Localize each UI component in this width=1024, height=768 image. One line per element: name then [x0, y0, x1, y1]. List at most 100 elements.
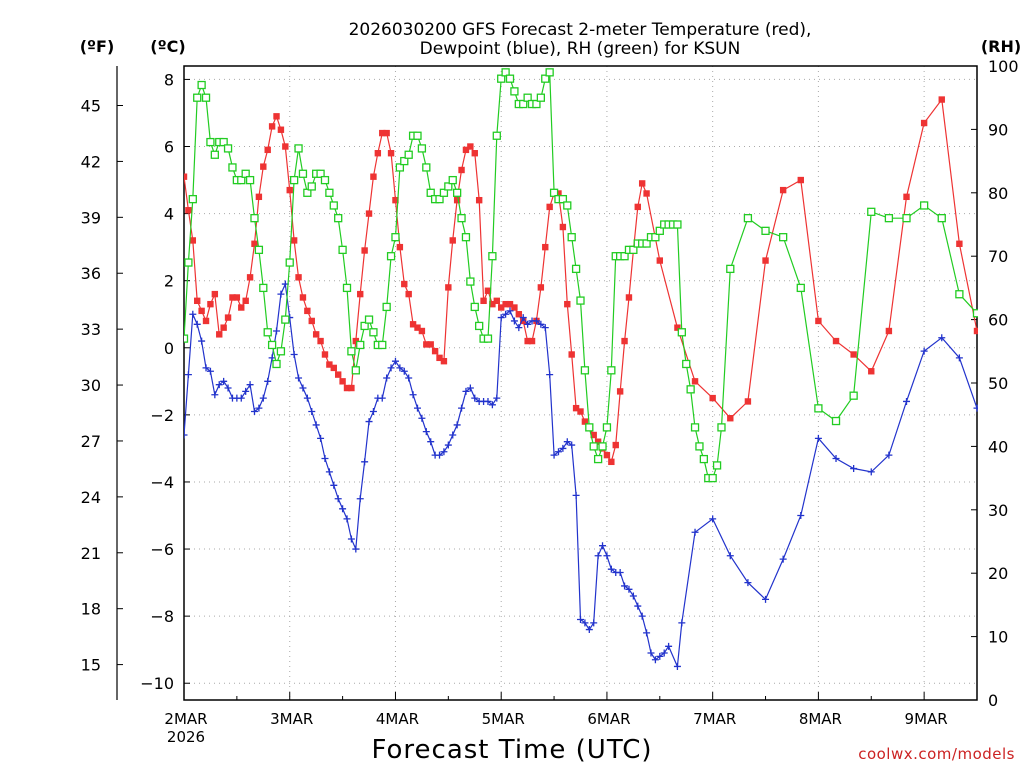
temperature-point — [691, 378, 699, 385]
temperature-point — [973, 327, 978, 335]
temperature-point — [238, 304, 245, 311]
dewpoint-point — [550, 451, 558, 459]
dewpoint-point — [250, 408, 258, 416]
dewpoint-point — [290, 350, 298, 358]
dewpoint-point — [466, 384, 474, 392]
dewpoint-point — [295, 374, 303, 382]
dewpoint-point — [378, 394, 386, 402]
temperature-point — [458, 166, 465, 174]
temperature-point — [462, 146, 470, 154]
rh-point — [483, 334, 493, 343]
temperature-point — [246, 274, 254, 281]
temperature-point — [581, 418, 589, 425]
dewpoint-point — [594, 552, 602, 560]
dewpoint-point — [488, 401, 496, 409]
temperature-line — [184, 97, 978, 464]
rh-point — [382, 302, 391, 312]
rh-point — [351, 366, 360, 375]
rh-point — [210, 150, 219, 159]
dewpoint-series — [184, 280, 978, 670]
rh-point — [576, 296, 585, 305]
rh-point — [712, 461, 722, 470]
rh-point — [250, 214, 259, 223]
dewpoint-point — [515, 324, 523, 332]
rh-point — [184, 258, 193, 267]
temperature-point — [211, 290, 219, 298]
rh-point — [241, 169, 250, 178]
dewpoint-point — [184, 371, 192, 379]
dewpoint-point — [493, 394, 501, 402]
temperature-point — [920, 119, 928, 127]
rh-point — [545, 68, 554, 77]
dewpoint-point — [264, 377, 272, 385]
temperature-point — [290, 237, 298, 244]
dewpoint-point — [321, 454, 329, 462]
dewpoint-point — [383, 374, 391, 382]
temperature-point — [431, 347, 439, 355]
dewpoint-point — [629, 592, 637, 600]
temperature-point — [326, 361, 333, 368]
rh-point — [400, 156, 409, 166]
rh-point — [972, 309, 978, 318]
x-tick-label: 7MAR — [693, 710, 736, 728]
fahrenheit-unit-label: (ºF) — [80, 37, 115, 56]
temperature-point — [348, 384, 355, 392]
rh-point — [567, 233, 576, 242]
temperature-point — [427, 341, 434, 348]
rh-point — [197, 80, 206, 90]
year-label: 2026 — [167, 728, 205, 746]
rh-point — [796, 283, 805, 293]
rh-point — [629, 245, 638, 255]
rh-point — [589, 442, 598, 451]
rh-point — [254, 245, 264, 255]
temperature-point — [343, 384, 351, 392]
rh-series — [184, 68, 978, 483]
x-tick-label: 8MAR — [799, 710, 842, 728]
rh-point — [849, 391, 858, 400]
rh-point — [417, 144, 427, 153]
rh-point — [620, 252, 629, 261]
rh-point — [395, 163, 405, 172]
dewpoint-point — [277, 290, 285, 298]
rh-point — [593, 454, 603, 464]
temperature-point — [268, 123, 276, 130]
rh-point — [320, 175, 330, 185]
rh-point — [779, 233, 788, 242]
dewpoint-point — [246, 381, 254, 389]
temperature-point — [572, 404, 580, 412]
dewpoint-point — [471, 394, 479, 402]
fahrenheit-tick-label: 21 — [81, 544, 101, 563]
rh-tick-label: 10 — [988, 628, 1008, 647]
rh-point — [356, 340, 365, 350]
rh-point — [475, 321, 484, 331]
temperature-point — [220, 324, 227, 331]
rh-point — [761, 226, 770, 235]
rh-tick-label: 100 — [988, 57, 1019, 76]
temperature-point — [352, 337, 360, 345]
dewpoint-point — [391, 357, 399, 365]
rh-point — [541, 74, 550, 83]
rh-point — [519, 99, 528, 109]
temperature-point — [621, 337, 628, 345]
dewpoint-point — [665, 642, 673, 650]
temperature-point — [779, 186, 787, 194]
temperature-point — [405, 290, 412, 298]
rh-point — [347, 347, 356, 356]
dewpoint-point — [427, 438, 435, 446]
temperature-point — [189, 237, 197, 244]
dewpoint-point — [691, 528, 699, 536]
rh-unit-label: (RH) — [981, 37, 1021, 56]
dewpoint-point — [189, 310, 197, 318]
data-series — [184, 68, 978, 670]
dewpoint-point — [867, 468, 875, 476]
temperature-point — [590, 431, 597, 439]
dewpoint-point — [638, 612, 646, 620]
dewpoint-point — [325, 468, 333, 476]
rh-point — [272, 359, 281, 369]
dewpoint-point — [436, 451, 444, 459]
rh-point — [259, 283, 268, 293]
dewpoint-point — [519, 314, 527, 322]
rh-point — [598, 442, 607, 451]
temperature-point — [396, 243, 404, 251]
celsius-tick-label: −4 — [150, 473, 174, 492]
